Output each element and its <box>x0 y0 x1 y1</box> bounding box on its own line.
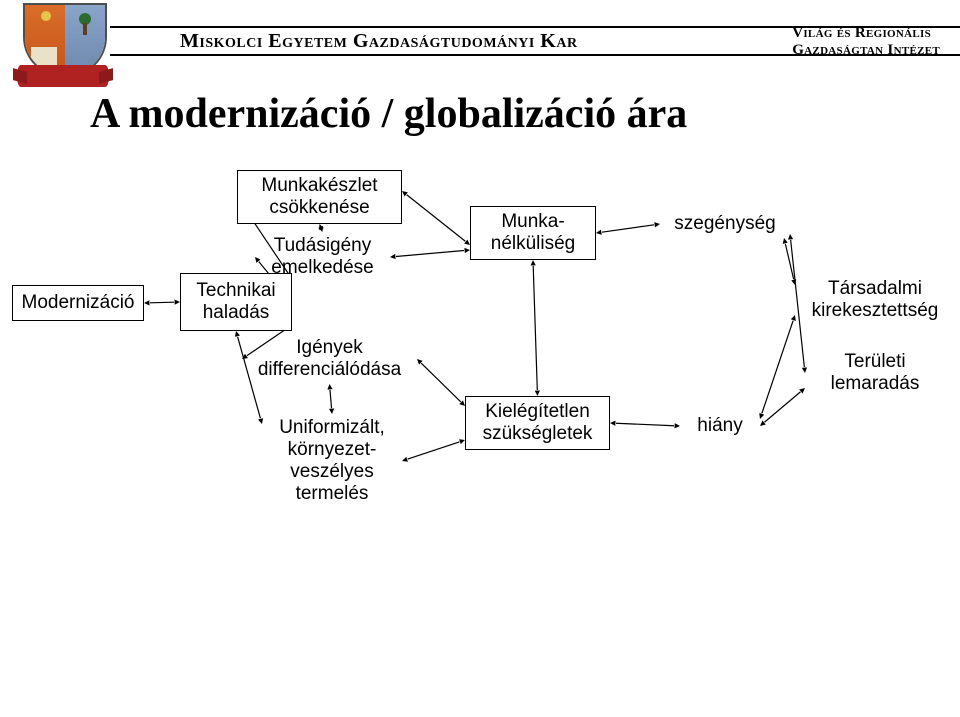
node-kielegitelen_szuks: Kielégítetlenszükségletek <box>465 396 610 450</box>
node-munkakeszlet_csokk: Munkakészletcsökkenése <box>237 170 402 224</box>
node-teruleti_lemaradas: Területilemaradás <box>805 348 945 398</box>
node-modernizacio: Modernizáció <box>12 285 144 321</box>
banner-left-text: Miskolci Egyetem Gazdaságtudományi Kar <box>180 30 578 53</box>
slide-title: A modernizáció / globalizáció ára <box>90 90 910 138</box>
node-uniformizalt_termeles: Uniformizált,környezet-veszélyestermelés <box>262 414 402 508</box>
node-tarsadalmi_kirek: Társadalmikirekesztettség <box>795 275 955 325</box>
node-munka_nelkuliseg: Munka-nélküliség <box>470 206 596 260</box>
diagram-area: ModernizációTechnikaihaladásMunkakészlet… <box>0 170 960 670</box>
node-szegenyseg: szegénység <box>660 210 790 238</box>
banner-right-line1: Világ és Regionális <box>792 25 931 41</box>
node-tudasigeny_emelkedese: Tudásigényemelkedése <box>255 232 390 282</box>
node-igenyek_diff: Igényekdifferenciálódása <box>242 334 417 384</box>
crest-logo <box>15 3 110 98</box>
banner: Miskolci Egyetem Gazdaságtudományi Kar V… <box>0 26 960 56</box>
banner-right-line2: Gazdaságtan Intézet <box>792 42 940 58</box>
banner-right-text: Világ és Regionális Gazdaságtan Intézet <box>792 25 940 59</box>
ribbon-icon <box>17 65 109 87</box>
node-hiany: hiány <box>680 413 760 439</box>
